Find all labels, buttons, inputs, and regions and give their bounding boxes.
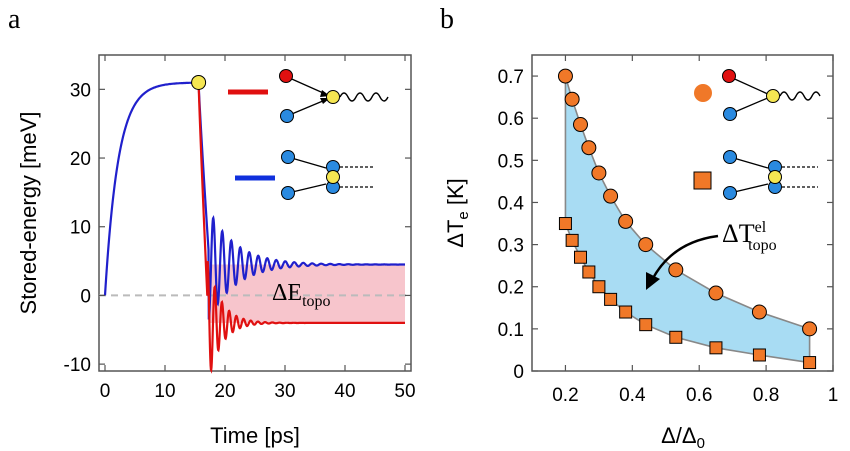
- square-data-point: [582, 265, 596, 279]
- panel-b-ylabel: ΔTe [K]: [443, 178, 472, 248]
- panel-label-a: a: [8, 4, 21, 35]
- legend-circle-marker: [694, 84, 712, 102]
- annotation-arrow-head: [646, 272, 660, 290]
- square-data-point: [669, 330, 683, 344]
- y-tick-label: 0.4: [498, 193, 525, 214]
- circle-data-point: [618, 213, 634, 229]
- circle-data-point: [591, 165, 607, 181]
- y-tick-label: -10: [64, 355, 91, 376]
- y-tick-label: 10: [70, 218, 91, 239]
- inset-diagram-single-junction-icon: [279, 69, 389, 123]
- x-tick-label: 10: [154, 381, 175, 402]
- y-tick-label: 0.6: [498, 109, 524, 130]
- y-tick-label: 0: [80, 286, 91, 307]
- y-tick-label: 0.5: [498, 151, 524, 172]
- circle-data-point: [572, 117, 588, 133]
- topo-temperature-band: [565, 76, 810, 363]
- inset-diagram-single-junction-icon-b: [722, 69, 821, 121]
- x-tick-label: 20: [214, 381, 235, 402]
- y-tick-label: 0: [513, 362, 524, 383]
- legend-square-marker: [693, 171, 712, 190]
- y-tick-label: 0.7: [498, 67, 524, 88]
- square-data-point: [752, 348, 766, 362]
- annotation-arrow: [650, 234, 719, 281]
- y-tick-label: 20: [70, 149, 91, 170]
- x-tick-label: 1: [828, 385, 839, 406]
- panel-label-b: b: [440, 4, 454, 35]
- square-data-point: [592, 280, 606, 294]
- panel-a-frame: [98, 54, 412, 372]
- square-data-point: [558, 217, 572, 231]
- square-data-point: [573, 250, 587, 264]
- square-data-point: [709, 341, 723, 355]
- square-data-point: [639, 318, 653, 332]
- circle-data-point: [564, 91, 580, 107]
- x-tick-label: 0.2: [552, 385, 578, 406]
- y-tick-label: 0.1: [498, 320, 524, 341]
- circle-data-point: [557, 68, 573, 84]
- panel-a-chart: 0 10 20 30 40 50 -10 0 10 20 30: [16, 54, 416, 448]
- circle-data-point: [802, 321, 818, 337]
- delta-e-annotation: ΔEtopo: [272, 280, 331, 310]
- series-blue-line: [103, 81, 405, 320]
- x-tick-label: 0.6: [686, 385, 712, 406]
- square-data-point: [619, 305, 633, 319]
- y-tick-label: 30: [70, 80, 91, 101]
- circle-data-point: [708, 285, 724, 301]
- x-tick-label: 0.8: [753, 385, 779, 406]
- x-tick-label: 0.4: [619, 385, 646, 406]
- circle-data-point: [668, 262, 684, 278]
- panel-b-chart: 0.2 0.4 0.6 0.8 1 0 0.1 0.2 0.3 0.4 0.5 0.6 0.7 ΔTel…: [443, 54, 839, 451]
- inset-diagram-double-junction-icon: [281, 150, 375, 200]
- panel-a-xlabel: Time [ps]: [210, 423, 300, 448]
- square-data-point: [565, 233, 579, 247]
- panel-b-xlabel: Δ/Δ0: [661, 423, 705, 451]
- series-red-line: [197, 82, 405, 374]
- circle-data-point: [638, 237, 654, 253]
- y-tick-label: 0.2: [498, 278, 524, 299]
- x-tick-label: 30: [274, 381, 295, 402]
- switch-point-marker: [191, 74, 207, 90]
- x-tick-label: 40: [334, 381, 355, 402]
- delta-t-annotation: ΔTel topo: [722, 219, 777, 254]
- inset-diagram-double-junction-icon-b: [723, 150, 818, 200]
- square-data-point: [604, 292, 618, 306]
- panel-b-frame: [531, 54, 834, 372]
- circle-data-point: [603, 188, 619, 204]
- panel-a-ylabel: Stored-energy [meV]: [16, 112, 41, 315]
- circle-data-point: [751, 304, 767, 320]
- circle-data-point: [581, 140, 597, 156]
- square-data-point: [803, 356, 817, 370]
- x-tick-label: 0: [100, 381, 111, 402]
- x-tick-label: 50: [394, 381, 415, 402]
- y-tick-label: 0.3: [498, 236, 524, 257]
